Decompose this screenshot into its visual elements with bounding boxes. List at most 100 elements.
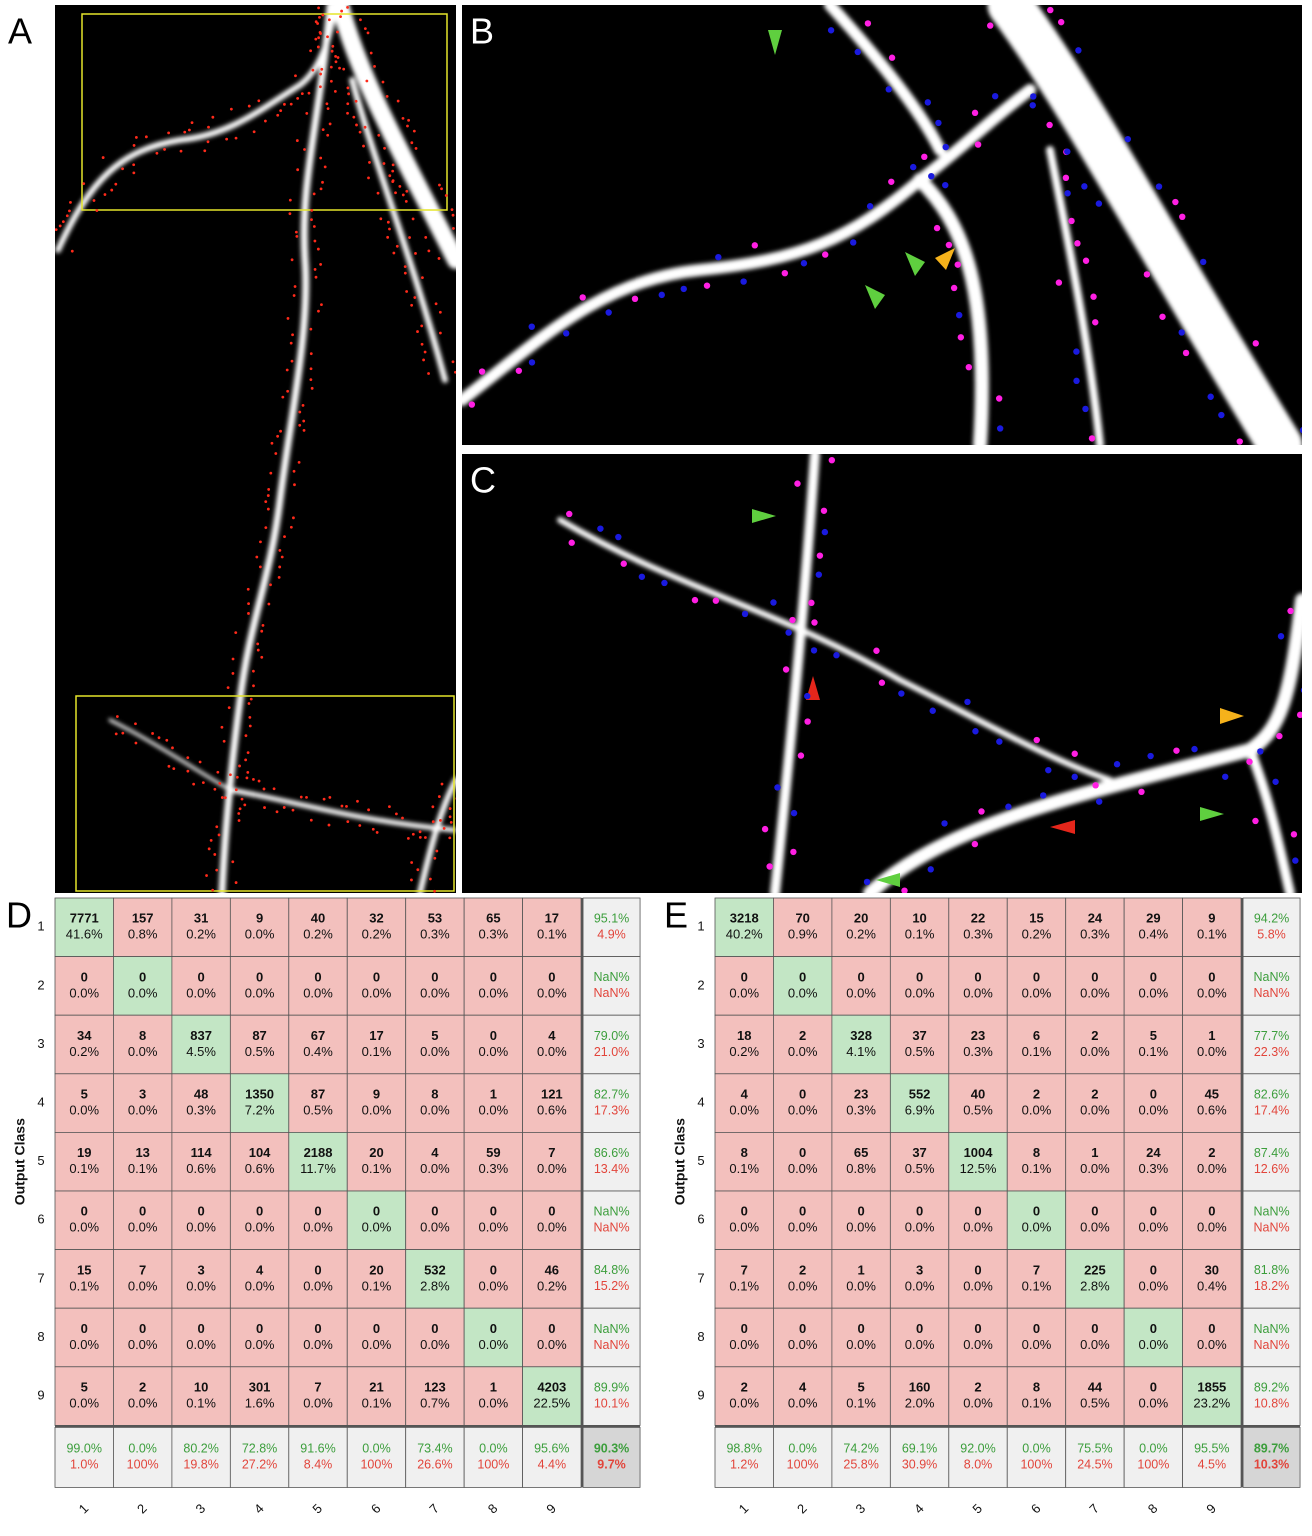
- marker-dot: [231, 860, 234, 863]
- cell-count: 0: [1033, 1204, 1040, 1219]
- cell-count: 18: [737, 1028, 751, 1043]
- marker-dot: [972, 841, 978, 847]
- marker-dot: [713, 598, 719, 604]
- marker-dot: [449, 807, 452, 810]
- column-recall: 0.0%: [128, 1442, 157, 1456]
- cell-percent: 0.1%: [362, 1396, 392, 1411]
- y-axis-label: Output Class: [12, 1118, 28, 1205]
- marker-dot: [529, 323, 535, 329]
- cell-count: 30: [1205, 1262, 1219, 1277]
- marker-dot: [1252, 818, 1258, 824]
- cell-count: 0: [1150, 969, 1157, 984]
- marker-dot: [295, 235, 298, 238]
- marker-dot: [1064, 190, 1070, 196]
- cell-percent: 22.5%: [533, 1396, 570, 1411]
- cell-count: 160: [909, 1380, 931, 1395]
- cell-count: 0: [858, 1204, 865, 1219]
- cell-percent: 2.8%: [1080, 1278, 1110, 1293]
- marker-dot: [317, 36, 320, 39]
- marker-dot: [302, 420, 305, 423]
- row-label: 8: [697, 1329, 704, 1344]
- marker-dot: [1072, 751, 1078, 757]
- marker-dot: [794, 480, 800, 486]
- marker-dot: [172, 767, 175, 770]
- marker-dot: [289, 199, 292, 202]
- cell-count: 87: [311, 1087, 325, 1102]
- marker-dot: [293, 483, 296, 486]
- marker-dot: [186, 770, 189, 773]
- marker-dot: [367, 31, 370, 34]
- row-label: 1: [697, 919, 704, 934]
- marker-dot: [925, 99, 931, 105]
- cell-percent: 0.0%: [1080, 1044, 1110, 1059]
- marker-dot: [433, 890, 436, 893]
- cell-percent: 0.0%: [905, 1220, 935, 1235]
- cell-percent: 0.0%: [1197, 1337, 1227, 1352]
- marker-dot: [401, 817, 404, 820]
- cell-count: 0: [1033, 1321, 1040, 1336]
- marker-dot: [296, 139, 299, 142]
- marker-dot: [740, 278, 746, 284]
- marker-dot: [180, 150, 183, 153]
- cell-percent: 0.3%: [1080, 927, 1110, 942]
- marker-dot: [269, 583, 272, 586]
- marker-dot: [337, 56, 340, 59]
- marker-dot: [930, 708, 936, 714]
- marker-dot: [850, 239, 856, 245]
- column-error: 4.5%: [1198, 1458, 1227, 1472]
- marker-dot: [232, 672, 235, 675]
- marker-dot: [789, 617, 795, 623]
- marker-dot: [579, 294, 585, 300]
- marker-dot: [244, 758, 247, 761]
- row-error: NaN%: [593, 1338, 629, 1352]
- marker-dot: [416, 868, 419, 871]
- marker-dot: [279, 109, 282, 112]
- cell-count: 0: [1033, 969, 1040, 984]
- marker-dot: [427, 249, 430, 252]
- marker-dot: [443, 827, 446, 830]
- marker-dot: [424, 351, 427, 354]
- marker-dot: [286, 390, 289, 393]
- cell-count: 2: [1091, 1028, 1098, 1043]
- marker-dot: [966, 364, 972, 370]
- marker-dot: [1073, 378, 1079, 384]
- marker-dot: [419, 836, 422, 839]
- marker-dot: [365, 80, 368, 83]
- marker-dot: [395, 812, 398, 815]
- marker-dot: [941, 820, 947, 826]
- row-precision: NaN%: [593, 1205, 629, 1219]
- cell-count: 20: [854, 911, 868, 926]
- row-label: 7: [697, 1270, 704, 1285]
- marker-dot: [396, 245, 399, 248]
- marker-dot: [422, 359, 425, 362]
- marker-dot: [135, 136, 138, 139]
- marker-dot: [407, 837, 410, 840]
- marker-dot: [451, 208, 454, 211]
- cell-count: 0: [139, 1321, 146, 1336]
- column-error: 25.8%: [843, 1458, 878, 1472]
- cell-percent: 0.0%: [963, 1337, 993, 1352]
- marker-dot: [207, 126, 210, 129]
- cell-count: 7: [741, 1262, 748, 1277]
- cell-count: 552: [909, 1087, 931, 1102]
- marker-dot: [312, 69, 315, 72]
- marker-dot: [259, 565, 262, 568]
- cell-percent: 0.0%: [362, 985, 392, 1000]
- marker-dot: [1045, 767, 1051, 773]
- marker-dot: [1096, 798, 1102, 804]
- marker-dot: [320, 303, 323, 306]
- cell-count: 15: [77, 1262, 91, 1277]
- marker-dot: [279, 430, 282, 433]
- marker-dot: [392, 179, 395, 182]
- row-label: 3: [37, 1036, 44, 1051]
- marker-dot: [766, 863, 772, 869]
- cell-percent: 0.8%: [846, 1161, 876, 1176]
- cell-count: 32: [369, 911, 383, 926]
- cell-count: 59: [486, 1145, 500, 1160]
- marker-dot: [339, 15, 342, 18]
- marker-dot: [865, 20, 871, 26]
- cell-count: 1: [858, 1262, 865, 1277]
- row-precision: 86.6%: [594, 1146, 629, 1160]
- marker-dot: [1058, 19, 1064, 25]
- marker-dot: [424, 236, 427, 239]
